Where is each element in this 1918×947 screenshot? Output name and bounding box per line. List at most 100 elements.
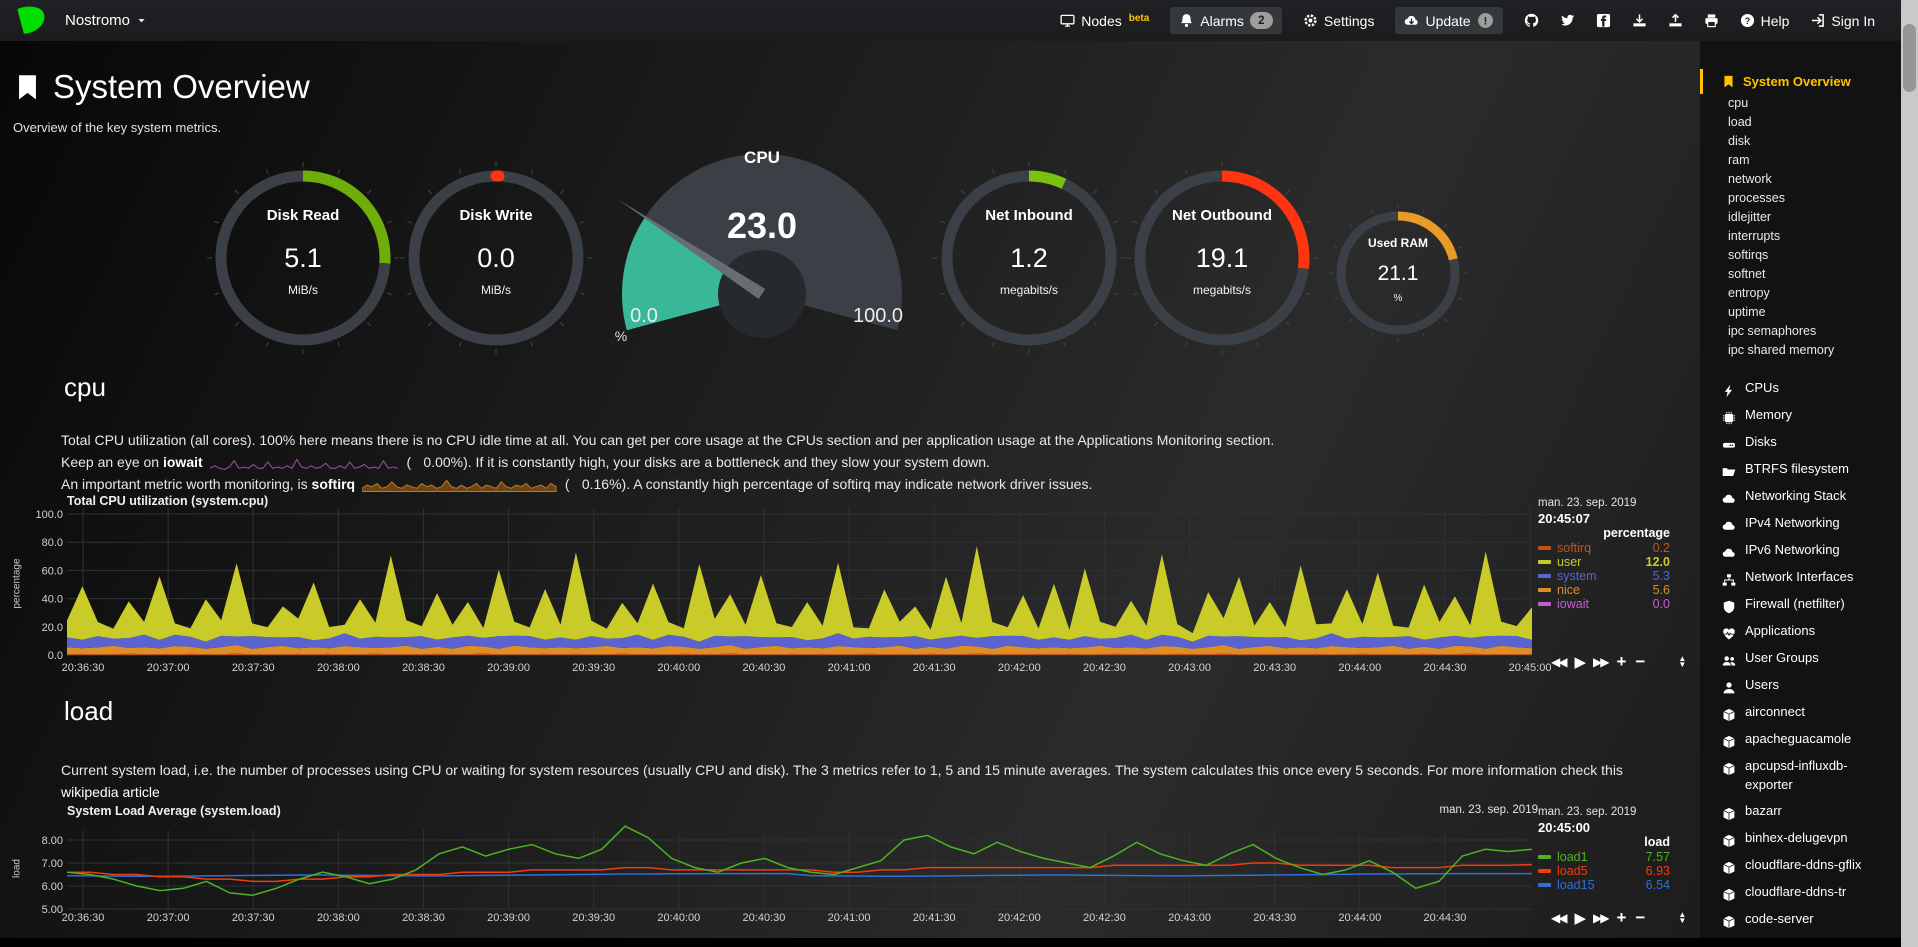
legend-item-softirq[interactable]: softirq 0.2: [1538, 541, 1670, 555]
sidebar-subitem-cpu[interactable]: cpu: [1728, 96, 1749, 110]
sidebar-item-bazarr[interactable]: bazarr: [1700, 797, 1901, 824]
legend-item-load15[interactable]: load15 6.54: [1538, 878, 1670, 892]
sidebar-item-cloudflare-ddns-gflix[interactable]: cloudflare-ddns-gflix: [1700, 851, 1901, 878]
load-chart-title: System Load Average (system.load): [67, 804, 281, 818]
sidebar-item-cpus[interactable]: CPUs: [1700, 374, 1901, 401]
sidebar-item-apcupsd-influxdb-exporter[interactable]: apcupsd-influxdb-exporter: [1700, 752, 1901, 797]
sidebar-item-networking-stack[interactable]: Networking Stack: [1700, 482, 1901, 509]
facebook-icon[interactable]: [1596, 13, 1611, 28]
sidebar-item-applications[interactable]: Applications: [1700, 617, 1901, 644]
zoom-out-icon[interactable]: −: [1635, 652, 1646, 671]
page-scrollbar[interactable]: [1901, 0, 1918, 947]
legend-value: 5.6: [1652, 583, 1670, 597]
gauge-disk-read[interactable]: Disk Read 5.1 MiB/s: [201, 156, 405, 360]
github-icon[interactable]: [1524, 13, 1539, 28]
zoom-in-icon[interactable]: +: [1616, 908, 1627, 927]
alarms-button[interactable]: Alarms 2: [1170, 7, 1282, 34]
legend-item-system[interactable]: system 5.3: [1538, 569, 1670, 583]
sidebar-subitem-network[interactable]: network: [1728, 172, 1772, 186]
gauge-net-inbound[interactable]: Net Inbound 1.2 megabits/s: [927, 156, 1131, 360]
zoom-in-icon[interactable]: +: [1616, 652, 1627, 671]
update-button[interactable]: Update !: [1395, 7, 1503, 34]
cloud-icon: [1722, 515, 1736, 536]
sidebar-subitem-uptime[interactable]: uptime: [1728, 305, 1766, 319]
zoom-out-icon[interactable]: −: [1635, 908, 1646, 927]
gauge-net-outbound[interactable]: Net Outbound 19.1 megabits/s: [1120, 156, 1324, 360]
svg-text:20:37:00: 20:37:00: [147, 662, 190, 674]
sidebar-item-airconnect[interactable]: airconnect: [1700, 698, 1901, 725]
sidebar-item-firewall-netfilter-[interactable]: Firewall (netfilter): [1700, 590, 1901, 617]
resize-icon[interactable]: ▲ ▼: [1678, 910, 1687, 925]
sidebar-subitem-idlejitter[interactable]: idlejitter: [1728, 210, 1772, 224]
print-icon[interactable]: [1704, 13, 1719, 28]
sidebar-subitem-softnet[interactable]: softnet: [1728, 267, 1766, 281]
sidebar-subitem-ram[interactable]: ram: [1728, 153, 1750, 167]
settings-button[interactable]: Settings: [1303, 13, 1374, 29]
svg-text:21.1: 21.1: [1378, 262, 1419, 285]
chevron-down-icon: [136, 15, 147, 26]
legend-swatch: [1538, 855, 1551, 859]
svg-text:1.2: 1.2: [1010, 243, 1048, 273]
pan-forward-icon[interactable]: ▶▶: [1593, 655, 1610, 669]
resize-icon[interactable]: ▲ ▼: [1678, 654, 1687, 669]
gauge-disk-write[interactable]: Disk Write 0.0 MiB/s: [394, 156, 598, 360]
help-button[interactable]: ? Help: [1740, 13, 1789, 29]
wikipedia-link[interactable]: wikipedia article: [61, 784, 160, 800]
pan-forward-icon[interactable]: ▶▶: [1593, 911, 1610, 925]
legend-item-nice[interactable]: nice 5.6: [1538, 583, 1670, 597]
cpu-description-line2: Keep an eye on iowait (0.00%). If it is …: [61, 454, 990, 470]
sidebar-item-apacheguacamole[interactable]: apacheguacamole: [1700, 725, 1901, 752]
legend-swatch: [1538, 560, 1551, 564]
sidebar-subitem-entropy[interactable]: entropy: [1728, 286, 1770, 300]
svg-text:40.0: 40.0: [42, 594, 63, 606]
legend-item-load1[interactable]: load1 7.57: [1538, 850, 1670, 864]
sidebar-subitem-load[interactable]: load: [1728, 115, 1752, 129]
gauge-used-ram[interactable]: Used RAM 21.1%: [1322, 197, 1474, 349]
twitter-icon[interactable]: [1560, 13, 1575, 28]
sidebar-item-network-interfaces[interactable]: Network Interfaces: [1700, 563, 1901, 590]
sidebar-item-ipv6-networking[interactable]: IPv6 Networking: [1700, 536, 1901, 563]
play-icon[interactable]: ▶: [1574, 910, 1585, 927]
play-icon[interactable]: ▶: [1574, 654, 1585, 671]
sidebar-item-user-groups[interactable]: User Groups: [1700, 644, 1901, 671]
sidebar-item-memory[interactable]: Memory: [1700, 401, 1901, 428]
sidebar-subitem-disk[interactable]: disk: [1728, 134, 1751, 148]
sitemap-icon: [1722, 569, 1736, 590]
help-icon: ?: [1740, 13, 1755, 28]
hostname-dropdown[interactable]: Nostromo: [65, 12, 147, 29]
load-chart-plot[interactable]: 20:36:30 20:37:00 20:37:30 20:38:00 20:38:30…: [0, 795, 1918, 947]
nodes-button[interactable]: Nodes beta: [1060, 13, 1149, 29]
pan-backward-icon[interactable]: ◀◀: [1551, 655, 1568, 669]
cpu-description-line1: Total CPU utilization (all cores). 100% …: [61, 432, 1275, 448]
export-download-icon[interactable]: [1632, 13, 1647, 28]
legend-swatch: [1538, 883, 1551, 887]
pan-backward-icon[interactable]: ◀◀: [1551, 911, 1568, 925]
import-upload-icon[interactable]: [1668, 13, 1683, 28]
sidebar-item-btrfs-filesystem[interactable]: BTRFS filesystem: [1700, 455, 1901, 482]
sidebar-item-code-server[interactable]: code-server: [1700, 905, 1901, 932]
legend-item-user[interactable]: user 12.0: [1538, 555, 1670, 569]
hdd-icon: [1722, 434, 1736, 455]
netdata-logo[interactable]: [14, 4, 47, 37]
sidebar-subitem-interrupts[interactable]: interrupts: [1728, 229, 1781, 243]
legend-item-load5[interactable]: load5 6.93: [1538, 864, 1670, 878]
sidebar-item-binhex-delugevpn[interactable]: binhex-delugevpn: [1700, 824, 1901, 851]
cpu-chart-plot[interactable]: 20:36:30 20:37:00 20:37:30 20:38:00 20:38:30…: [0, 485, 1918, 681]
sidebar-item-cloudflare-ddns-tr[interactable]: cloudflare-ddns-tr: [1700, 878, 1901, 905]
scrollbar-thumb[interactable]: [1903, 24, 1916, 92]
sidebar-subitem-ipc-semaphores[interactable]: ipc semaphores: [1728, 324, 1817, 338]
svg-text:20:37:30: 20:37:30: [232, 662, 275, 674]
sidebar-subitem-processes[interactable]: processes: [1728, 191, 1785, 205]
svg-text:8.00: 8.00: [42, 835, 63, 847]
sidebar-item-users[interactable]: Users: [1700, 671, 1901, 698]
gauge-cpu[interactable]: CPU 23.0 0.0 100.0%: [592, 140, 932, 355]
sidebar-item-ipv4-networking[interactable]: IPv4 Networking: [1700, 509, 1901, 536]
svg-text:20:37:00: 20:37:00: [147, 912, 190, 924]
sidebar-subitem-softirqs[interactable]: softirqs: [1728, 248, 1769, 262]
sidebar-item-disks[interactable]: Disks: [1700, 428, 1901, 455]
svg-text:20:43:00: 20:43:00: [1168, 662, 1211, 674]
signin-button[interactable]: Sign In: [1810, 13, 1875, 29]
sidebar-subitem-ipc-shared-memory[interactable]: ipc shared memory: [1728, 343, 1835, 357]
sidebar-item-system-overview[interactable]: System Overview: [1700, 69, 1901, 94]
legend-item-iowait[interactable]: iowait 0.0: [1538, 597, 1670, 611]
